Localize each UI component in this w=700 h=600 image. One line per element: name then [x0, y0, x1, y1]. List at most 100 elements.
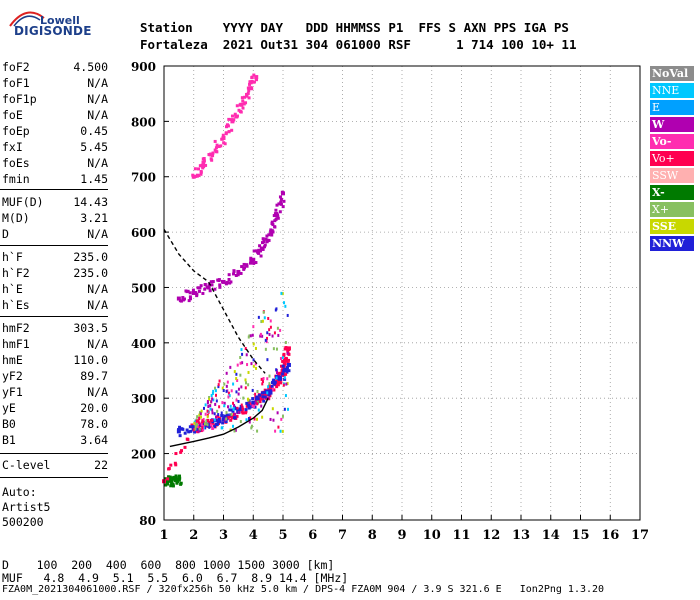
echo-point	[255, 366, 258, 370]
param-row: D N/A	[2, 227, 108, 243]
echo-point	[267, 385, 270, 389]
echo-point	[230, 119, 235, 124]
echo-point	[260, 320, 263, 324]
param-row: yF1 N/A	[2, 385, 108, 401]
echo-point	[286, 346, 291, 351]
echo-point	[196, 424, 199, 428]
echo-point	[256, 400, 259, 404]
echo-point	[254, 399, 258, 403]
echo-point	[202, 428, 205, 432]
echo-point	[182, 297, 186, 301]
echo-point	[275, 368, 278, 372]
echo-point	[262, 240, 266, 244]
echo-point	[199, 170, 203, 174]
echo-point	[254, 75, 259, 80]
echo-point	[240, 348, 243, 352]
echo-point	[174, 475, 178, 479]
param-name: B1	[2, 433, 16, 447]
param-row: C-level 22	[2, 458, 108, 474]
echo-point	[261, 415, 264, 419]
echo-point	[214, 402, 217, 406]
echo-point	[254, 401, 257, 405]
echo-point	[272, 418, 275, 422]
echo-point	[282, 369, 286, 373]
echo-point	[284, 341, 287, 345]
echo-point	[260, 404, 263, 408]
echo-point	[263, 316, 266, 320]
echo-point	[192, 428, 195, 432]
echo-point	[208, 425, 211, 429]
echo-point	[279, 328, 282, 332]
echo-point	[283, 407, 286, 411]
echo-point	[225, 371, 228, 375]
echo-points	[162, 73, 291, 488]
param-row: B0 78.0	[2, 417, 108, 433]
echo-point	[236, 273, 240, 277]
echo-point	[234, 412, 237, 416]
echo-point	[210, 283, 214, 287]
echo-point	[245, 353, 248, 357]
x-tick-label: 6	[308, 528, 317, 543]
echo-point	[235, 115, 239, 119]
echo-point	[221, 133, 225, 137]
echo-point	[214, 389, 217, 393]
echo-point	[285, 359, 289, 363]
panel-divider	[0, 189, 108, 190]
echo-point	[218, 379, 221, 383]
echo-point	[229, 280, 233, 284]
echo-point	[188, 297, 192, 301]
echo-point	[263, 243, 267, 247]
echo-point	[277, 375, 281, 379]
echo-point	[269, 230, 274, 235]
echo-point	[239, 407, 243, 411]
param-value: 0.45	[80, 124, 108, 138]
echo-point	[185, 437, 189, 441]
echo-point	[233, 112, 237, 116]
echo-point	[183, 431, 187, 435]
echo-point	[251, 80, 255, 84]
echo-point	[250, 362, 253, 366]
echo-point	[286, 349, 290, 353]
x-tick-label: 17	[631, 528, 649, 543]
param-row: foE N/A	[2, 108, 108, 124]
echo-point	[218, 283, 222, 287]
echo-point	[189, 429, 193, 433]
echo-point	[280, 291, 283, 295]
echo-point	[179, 450, 183, 454]
echo-point	[198, 427, 201, 431]
echo-point	[212, 426, 215, 430]
echo-point	[282, 352, 286, 356]
param-row: h`F 235.0	[2, 250, 108, 266]
echo-point	[176, 429, 181, 434]
echo-point	[275, 203, 279, 207]
echo-point	[213, 425, 217, 429]
echo-point	[285, 370, 289, 374]
echo-point	[221, 421, 225, 425]
echo-point	[169, 476, 173, 480]
echo-point	[278, 210, 282, 214]
echo-point	[213, 148, 217, 152]
echo-point	[171, 484, 175, 488]
x-tick-label: 15	[571, 528, 589, 543]
echo-point	[240, 96, 244, 100]
echo-point	[286, 407, 289, 411]
param-value: 89.7	[80, 369, 108, 383]
echo-point	[268, 382, 271, 386]
param-name: fmin	[2, 172, 30, 186]
echo-point	[255, 78, 259, 82]
echo-point	[208, 398, 211, 402]
echo-point	[281, 359, 285, 363]
logo-arc-icon	[9, 11, 45, 27]
legend-item-x-: X+	[650, 202, 694, 217]
echo-point	[196, 415, 199, 419]
header-labels: Station YYYY DAY DDD HHMMSS P1 FFS S AXN…	[140, 20, 569, 35]
echo-point	[232, 118, 236, 122]
echo-point	[246, 397, 249, 401]
echo-point	[223, 414, 227, 418]
echo-point	[273, 331, 276, 335]
echo-point	[255, 249, 259, 253]
echo-point	[228, 394, 231, 398]
x-tick-label: 13	[512, 528, 530, 543]
echo-point	[177, 428, 181, 432]
echo-point	[234, 428, 237, 432]
